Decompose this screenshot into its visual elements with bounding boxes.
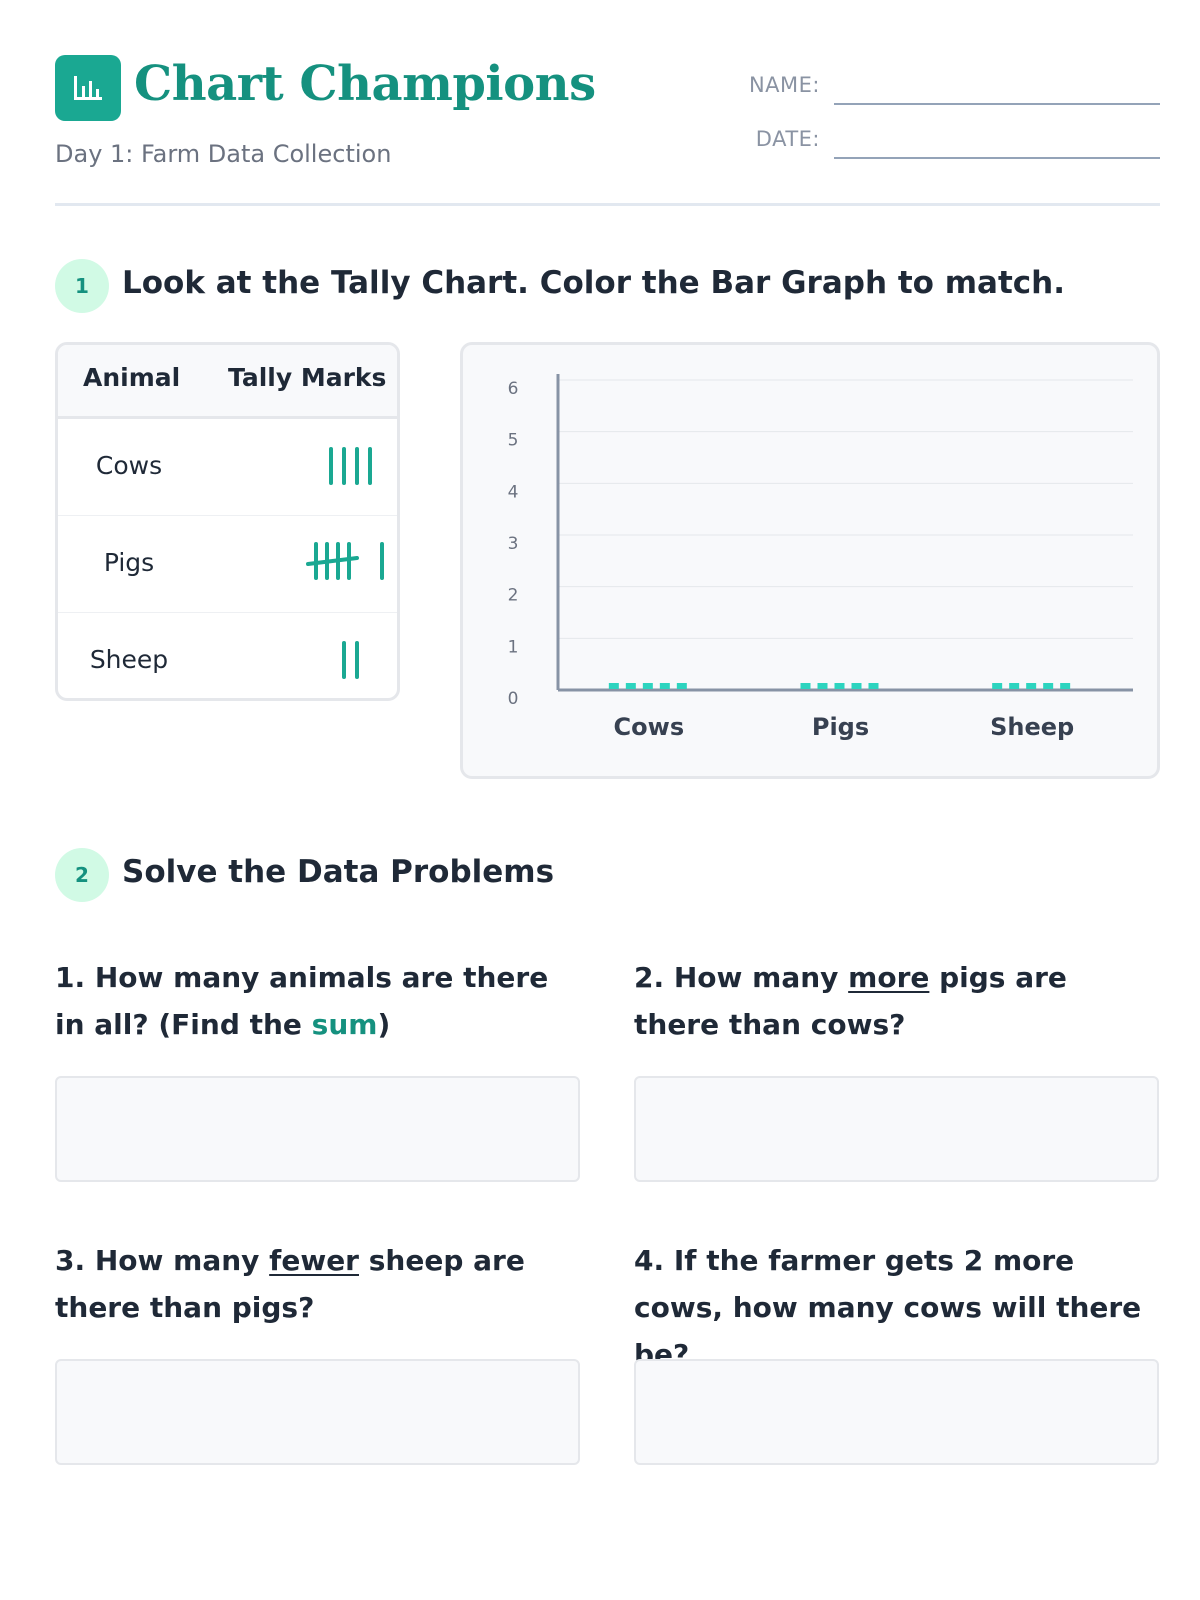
answer-box-2[interactable] bbox=[634, 1076, 1159, 1182]
bar-graph[interactable]: 0 1 2 3 4 5 6 Cows Pigs Sheep bbox=[460, 342, 1160, 779]
page-subtitle: Day 1: Farm Data Collection bbox=[55, 140, 392, 168]
keyword-more: more bbox=[848, 961, 930, 994]
page-title: Chart Champions bbox=[134, 56, 596, 112]
answer-box-1[interactable] bbox=[55, 1076, 580, 1182]
x-tick-label: Cows bbox=[614, 713, 685, 741]
animal-name: Cows bbox=[95, 451, 163, 480]
question-3: 3. How many fewer sheep are there than p… bbox=[55, 1244, 525, 1324]
question-4: 4. If the farmer gets 2 more cows, how m… bbox=[634, 1244, 1142, 1371]
column-header-animal: Animal bbox=[83, 363, 181, 392]
animal-name: Sheep bbox=[89, 645, 169, 674]
date-label: DATE: bbox=[755, 127, 820, 151]
y-tick-label: 2 bbox=[508, 586, 519, 606]
y-tick-label: 4 bbox=[508, 482, 519, 502]
tally-marks-sheep bbox=[342, 641, 359, 679]
name-label: NAME: bbox=[748, 73, 820, 97]
bar-chart-icon bbox=[74, 76, 102, 100]
tally-table: Animal Tally Marks Cows Pigs bbox=[55, 342, 400, 701]
name-line[interactable] bbox=[834, 103, 1160, 105]
keyword-fewer: fewer bbox=[269, 1244, 359, 1277]
date-line[interactable] bbox=[834, 157, 1160, 159]
column-header-tally: Tally Marks bbox=[228, 363, 387, 392]
y-tick-label: 0 bbox=[508, 689, 519, 709]
logo bbox=[55, 55, 121, 121]
y-tick-label: 3 bbox=[508, 534, 519, 554]
section-1-title: Look at the Tally Chart. Color the Bar G… bbox=[122, 265, 1065, 301]
animal-name: Pigs bbox=[103, 548, 155, 577]
section-2-number: 2 bbox=[55, 848, 109, 902]
y-tick-label: 6 bbox=[508, 379, 519, 399]
tally-marks-cows bbox=[329, 447, 372, 485]
answer-box-3[interactable] bbox=[55, 1359, 580, 1465]
x-tick-label: Pigs bbox=[812, 713, 869, 741]
y-tick-label: 5 bbox=[508, 431, 519, 451]
table-row: Pigs bbox=[58, 516, 397, 612]
x-tick-label: Sheep bbox=[990, 713, 1074, 741]
question-2: 2. How many more pigs are there than cow… bbox=[634, 961, 1067, 1041]
header-divider bbox=[55, 203, 1160, 206]
bar-graph-canvas[interactable]: 0 1 2 3 4 5 6 Cows Pigs Sheep bbox=[463, 345, 1157, 776]
tally-table-header: Animal Tally Marks bbox=[58, 345, 397, 419]
table-row: Cows bbox=[58, 419, 397, 515]
table-row: Sheep bbox=[58, 613, 397, 698]
tally-marks-pigs bbox=[306, 542, 384, 580]
section-2-title: Solve the Data Problems bbox=[122, 854, 555, 890]
keyword-sum: sum bbox=[311, 1008, 378, 1041]
section-1-number: 1 bbox=[55, 259, 109, 313]
answer-box-4[interactable] bbox=[634, 1359, 1159, 1465]
question-1: 1. How many animals are there in all? (F… bbox=[55, 961, 549, 1041]
y-tick-label: 1 bbox=[508, 637, 519, 657]
